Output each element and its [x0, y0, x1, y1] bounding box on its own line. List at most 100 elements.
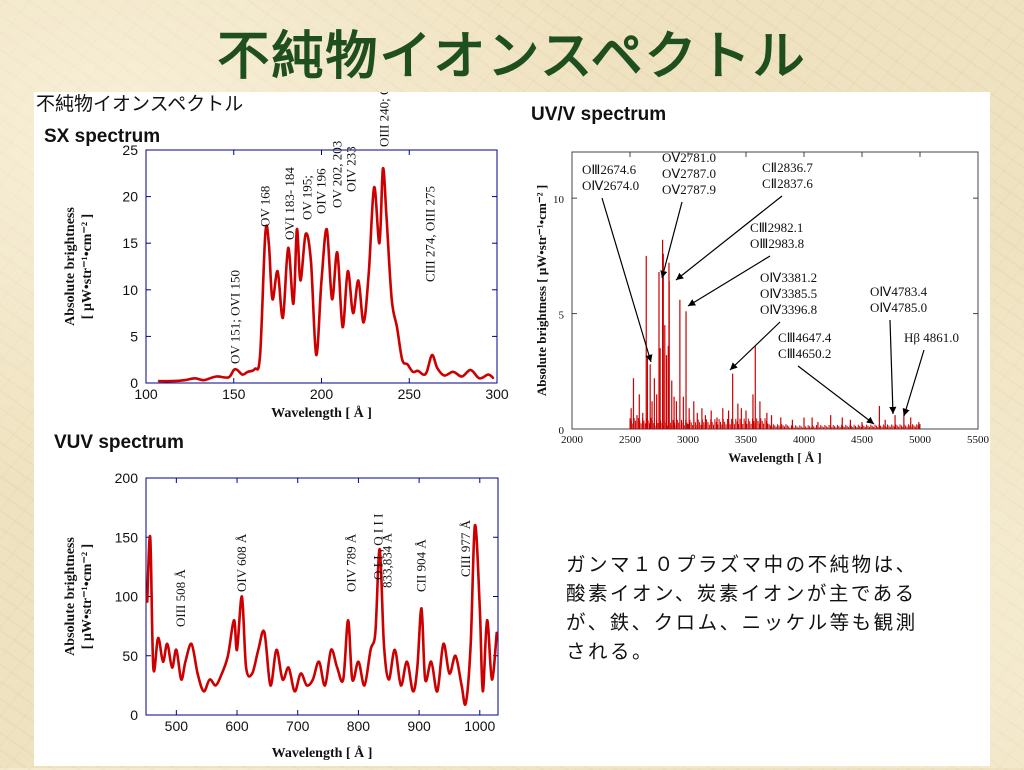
sx-data-point — [417, 370, 419, 372]
uvv-annotation: OⅤ2787.9 — [662, 182, 716, 197]
sx-data-point — [391, 298, 393, 300]
vuv-annotation: OIV 789 Å — [344, 533, 359, 592]
sx-data-point — [259, 354, 261, 356]
sx-data-point — [412, 371, 414, 373]
x-tick-label: 800 — [347, 718, 371, 734]
vuv-data-point — [400, 684, 402, 686]
sx-data-point — [461, 375, 463, 378]
sx-annotation: OV 168 — [257, 186, 272, 227]
vuv-data-point — [227, 655, 229, 657]
sx-data-point — [382, 168, 384, 170]
description-text: ガンマ１０プラズマ中の不純物は、 酸素イオン、炭素イオンが主である が、鉄、クロ… — [566, 553, 918, 663]
vuv-data-point — [215, 684, 217, 686]
vuv-annotation-group: OIV 608 Å — [234, 533, 249, 592]
chart-title: UV/V spectrum — [531, 104, 666, 125]
sx-data-point — [363, 321, 365, 324]
vuv-data-point — [486, 619, 488, 621]
vuv-data-point — [420, 607, 423, 609]
sx-data-point — [184, 379, 186, 381]
vuv-data-point — [416, 667, 418, 669]
sx-data-point — [287, 247, 289, 249]
vuv-data-point — [336, 667, 338, 669]
vuv-data-point — [157, 637, 159, 639]
sx-data-point — [341, 326, 344, 328]
vuv-annotation: CIII 977 Å — [458, 519, 473, 577]
annotation-arrow — [797, 365, 875, 425]
sx-annotation: OIV 233 — [343, 146, 358, 192]
vuv-annotation-group: CII 904 Å — [414, 539, 429, 592]
vuv-data-point — [241, 595, 243, 598]
uvv-annotation: OⅣ4785.0 — [870, 300, 927, 315]
y-tick-label: 20 — [122, 189, 138, 205]
sx-data-point — [396, 326, 398, 328]
vuv-annotation: OIII 508 Å — [173, 569, 188, 627]
sx-data-point — [157, 380, 159, 382]
vuv-data-point — [146, 601, 148, 604]
sx-data-point — [452, 371, 454, 373]
vuv-data-point — [496, 631, 498, 633]
sx-data-point — [422, 374, 424, 376]
annotation-arrow — [601, 197, 653, 363]
sx-data-point — [487, 374, 489, 376]
vuv-annotation: O I I , O I I I — [370, 514, 385, 580]
uvv-annotation-group: Hβ 4861.0 — [902, 330, 959, 417]
annotation-arrow — [660, 201, 683, 279]
slide-title: 不純物イオンスペクトル — [217, 27, 807, 87]
annotation-arrow — [729, 321, 781, 371]
vuv-data-point — [275, 649, 278, 651]
chart-title: SX spectrum — [44, 126, 160, 147]
uvv-annotation: CⅢ4647.4 — [778, 330, 832, 345]
vuv-data-point — [465, 702, 467, 704]
sx-data-point — [227, 376, 230, 379]
sx-data-point — [431, 354, 433, 356]
vuv-data-point — [388, 678, 390, 681]
panel-subtitle: 不純物イオンスペクトル — [36, 93, 243, 115]
vuv-data-point — [436, 690, 438, 692]
sx-data-point — [426, 371, 428, 373]
vuv-data-point — [288, 667, 290, 669]
x-tick-label: 5000 — [909, 434, 932, 446]
x-tick-label: 100 — [134, 386, 158, 402]
vuv-data-point — [430, 661, 432, 663]
sx-data-point — [492, 377, 495, 379]
sx-data-point — [470, 369, 472, 371]
y-tick-label: 0 — [130, 707, 138, 723]
uvv-annotation: OⅣ3385.5 — [760, 286, 817, 301]
vuv-annotation-group: 833,834 Å — [380, 533, 395, 589]
vuv-data-point — [203, 690, 205, 692]
vuv-data-point — [342, 678, 344, 681]
x-tick-label: 600 — [225, 718, 249, 734]
uvv-annotation: OⅣ4783.4 — [870, 284, 928, 299]
sx-series-line — [158, 167, 495, 383]
y-tick-label: 10 — [553, 194, 565, 206]
vuv-data-point — [491, 678, 493, 681]
sx-data-point — [268, 242, 270, 244]
y-tick-label: 50 — [122, 648, 138, 664]
sx-data-point — [336, 251, 338, 254]
sx-data-point — [320, 279, 323, 282]
sx-data-point — [282, 317, 284, 319]
y-tick-label: 15 — [122, 235, 138, 251]
sx-data-point — [241, 374, 244, 376]
vuv-data-point — [383, 643, 385, 645]
sx-annotation: OV 151; OVI 150 — [228, 270, 243, 364]
vuv-data-point — [470, 643, 472, 645]
uvv-annotation: OⅤ2781.0 — [662, 150, 716, 165]
vuv-data-point — [406, 661, 408, 663]
vuv-data-point — [306, 684, 308, 686]
uvv-annotation: Hβ 4861.0 — [904, 330, 959, 345]
uvv-annotation: CⅢ2982.1 — [750, 220, 803, 235]
y-tick-label: 10 — [122, 282, 138, 298]
uvv-annotation: CⅡ2836.7 — [762, 160, 813, 175]
y-tick-label: 200 — [115, 470, 139, 486]
sx-annotation: OV 202, 203 — [329, 141, 344, 208]
sx-annotation: CIII 274, OIII 275 — [422, 186, 437, 282]
sx-annotation: OIV 196 — [314, 168, 329, 214]
y-tick-label: 150 — [115, 529, 139, 545]
vuv-data-point — [269, 684, 272, 686]
vuv-data-point — [263, 631, 265, 633]
x-tick-label: 1000 — [464, 718, 495, 734]
